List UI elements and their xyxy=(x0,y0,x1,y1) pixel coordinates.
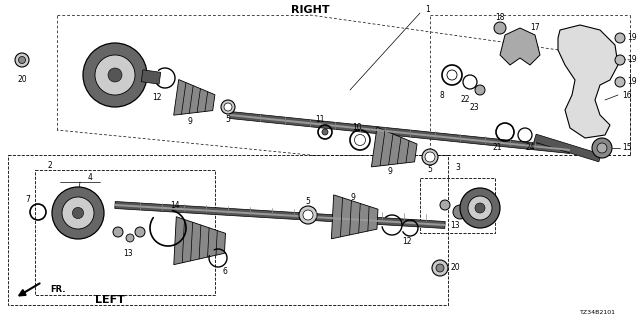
Text: 14: 14 xyxy=(170,201,180,210)
Polygon shape xyxy=(173,80,215,115)
Circle shape xyxy=(52,187,104,239)
Text: LEFT: LEFT xyxy=(95,295,125,305)
Text: RIGHT: RIGHT xyxy=(291,5,330,15)
Text: 19: 19 xyxy=(627,77,637,86)
Circle shape xyxy=(15,53,29,67)
Circle shape xyxy=(126,234,134,242)
Bar xyxy=(35,170,215,295)
Text: 15: 15 xyxy=(622,143,632,153)
Circle shape xyxy=(72,207,84,219)
Text: 5: 5 xyxy=(225,116,230,124)
Text: 12: 12 xyxy=(152,92,162,101)
Text: 9: 9 xyxy=(351,194,355,203)
Polygon shape xyxy=(115,202,445,228)
Circle shape xyxy=(108,68,122,82)
Text: 24: 24 xyxy=(525,143,535,153)
Text: 10: 10 xyxy=(352,124,362,132)
Text: 5: 5 xyxy=(428,165,433,174)
Text: 2: 2 xyxy=(47,161,52,170)
Text: TZ34B2101: TZ34B2101 xyxy=(580,309,616,315)
Circle shape xyxy=(460,188,500,228)
Text: 18: 18 xyxy=(495,13,505,22)
Circle shape xyxy=(113,227,123,237)
Polygon shape xyxy=(174,217,225,265)
Polygon shape xyxy=(534,134,601,162)
Bar xyxy=(8,155,448,305)
Circle shape xyxy=(95,55,135,95)
Circle shape xyxy=(494,22,506,34)
Text: 6: 6 xyxy=(223,268,227,276)
Circle shape xyxy=(224,103,232,111)
Polygon shape xyxy=(230,114,570,151)
Circle shape xyxy=(221,100,235,114)
Text: 3: 3 xyxy=(456,164,460,172)
Circle shape xyxy=(19,57,26,63)
Circle shape xyxy=(62,197,94,229)
Circle shape xyxy=(615,77,625,87)
Polygon shape xyxy=(371,127,417,167)
Text: 8: 8 xyxy=(440,91,444,100)
Circle shape xyxy=(299,206,317,224)
Circle shape xyxy=(615,55,625,65)
Polygon shape xyxy=(332,195,378,239)
Polygon shape xyxy=(230,111,570,154)
Circle shape xyxy=(475,203,485,213)
Text: 23: 23 xyxy=(469,102,479,111)
Circle shape xyxy=(135,227,145,237)
Polygon shape xyxy=(558,25,618,138)
Circle shape xyxy=(615,33,625,43)
Circle shape xyxy=(592,138,612,158)
Text: 21: 21 xyxy=(492,143,502,153)
Bar xyxy=(420,178,495,233)
Text: 19: 19 xyxy=(627,34,637,43)
Text: 13: 13 xyxy=(123,249,133,258)
Text: 16: 16 xyxy=(622,91,632,100)
Text: 19: 19 xyxy=(627,55,637,65)
Text: 5: 5 xyxy=(305,197,310,206)
Circle shape xyxy=(453,205,467,219)
Text: 11: 11 xyxy=(316,116,324,124)
Text: 7: 7 xyxy=(26,196,31,204)
Text: 13: 13 xyxy=(450,220,460,229)
Circle shape xyxy=(432,260,448,276)
Text: 4: 4 xyxy=(88,173,92,182)
Polygon shape xyxy=(141,70,161,84)
Polygon shape xyxy=(115,204,445,226)
Circle shape xyxy=(475,85,485,95)
Text: 9: 9 xyxy=(388,167,392,177)
Circle shape xyxy=(422,149,438,165)
Circle shape xyxy=(322,129,328,135)
Circle shape xyxy=(468,196,492,220)
Circle shape xyxy=(597,143,607,153)
Circle shape xyxy=(83,43,147,107)
Text: 12: 12 xyxy=(403,237,412,246)
Text: 20: 20 xyxy=(450,263,460,273)
Text: 17: 17 xyxy=(530,23,540,33)
Text: 9: 9 xyxy=(188,117,193,126)
Circle shape xyxy=(440,200,450,210)
Circle shape xyxy=(425,152,435,162)
Circle shape xyxy=(436,264,444,272)
Text: FR.: FR. xyxy=(51,285,66,294)
Circle shape xyxy=(303,210,313,220)
Text: 1: 1 xyxy=(426,5,430,14)
Text: 20: 20 xyxy=(17,76,27,84)
Text: 22: 22 xyxy=(460,95,470,105)
Polygon shape xyxy=(500,28,540,65)
